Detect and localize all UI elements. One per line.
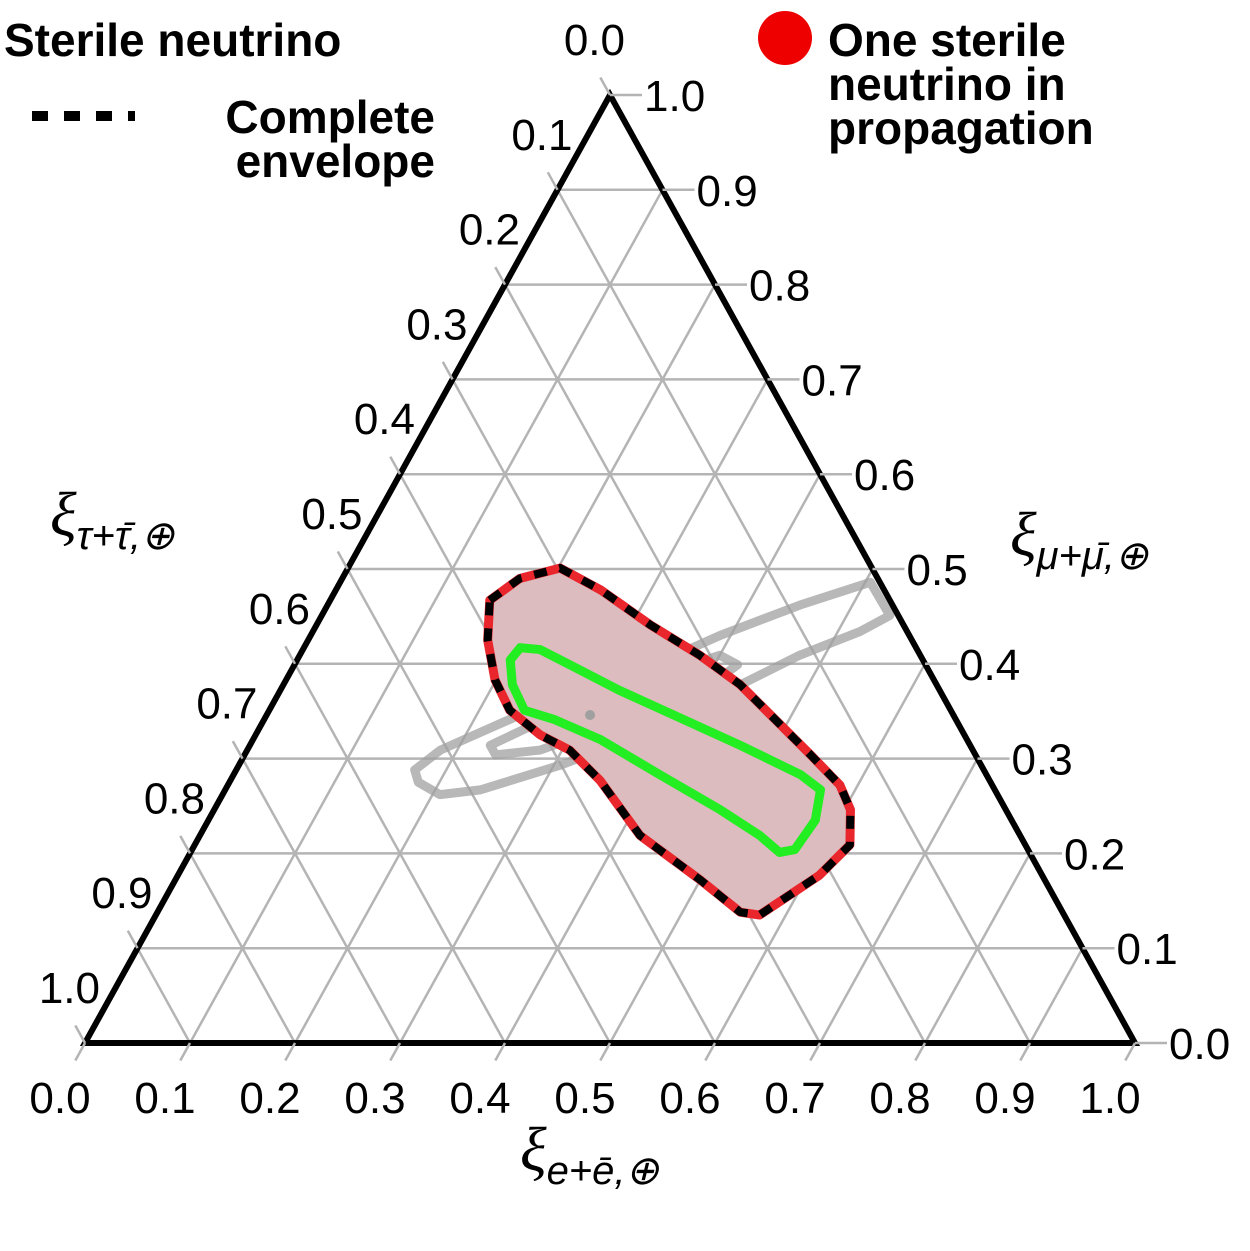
grid-line [293,663,507,1044]
tick-mark [494,1042,507,1062]
right-tick-label: 0.8 [749,262,810,311]
axis-subscript: μ+μ̄,⊕ [1036,534,1149,578]
axis-symbol: ξ [50,481,77,549]
tick-mark [74,1042,87,1062]
bottom-tick-label: 0.4 [449,1074,510,1123]
right-tick-label: 1.0 [644,72,705,121]
tick-mark [179,835,192,855]
left-tick-label: 0.3 [406,300,467,349]
left-axis-label: ξτ+τ̄,⊕ [50,481,175,558]
grid-line [398,473,717,1044]
bottom-axis-label: ξe+ē,⊕ [520,1116,660,1193]
left-tick-label: 0.1 [511,111,572,160]
tick-mark [494,266,507,286]
grid-line [556,189,1032,1044]
legend-entry: One sterile neutrino in propagation [828,14,1094,154]
right-axis-label: ξμ+μ̄,⊕ [1010,501,1149,578]
bottom-tick-label: 0.3 [344,1074,405,1123]
left-tick-label: 0.7 [196,680,257,729]
left-tick-label: 0.4 [354,395,415,444]
grid-line [241,757,402,1044]
tick-mark [809,1042,822,1062]
grid-line [346,568,612,1044]
tick-mark [74,1024,87,1044]
axis-subscript: τ+τ̄,⊕ [77,514,175,558]
grid-line [188,189,664,1044]
axis-symbol: ξ [1010,501,1037,569]
tick-mark [284,645,297,665]
tick-mark [389,1042,402,1062]
right-tick-label: 0.2 [1064,830,1125,879]
legend-entry: Complete envelope [225,91,435,187]
tick-mark [179,1042,192,1062]
left-tick-label: 0.6 [249,585,310,634]
bottom-tick-label: 0.9 [974,1074,1035,1123]
left-tick-label: 0.0 [564,16,625,65]
right-tick-label: 0.3 [1012,736,1073,785]
tick-mark [389,456,402,475]
left-tick-label: 0.5 [301,490,362,539]
left-tick-label: 0.9 [91,869,152,918]
right-tick-label: 0.1 [1117,925,1178,974]
bottom-tick-label: 0.2 [239,1074,300,1123]
tick-mark [704,1042,717,1062]
grid-line [188,852,297,1044]
right-tick-label: 0.9 [697,167,758,216]
grid-line [136,947,192,1044]
tick-mark [231,740,244,760]
bottom-tick-label: 0.7 [764,1074,825,1123]
contour [505,643,826,857]
axis-subscript: e+ē,⊕ [547,1149,660,1193]
right-tick-label: 0.5 [907,546,968,595]
tick-mark [914,1042,927,1062]
legend-dot-swatch [758,11,812,65]
contour [483,564,855,920]
bottom-tick-label: 0.1 [134,1074,195,1123]
tick-mark [1124,1042,1137,1062]
right-tick-label: 0.7 [802,356,863,405]
bottom-tick-label: 0.5 [554,1074,615,1123]
tick-mark [284,1042,297,1062]
grid-line [1028,947,1084,1044]
left-tick-label: 1.0 [39,964,100,1013]
bottom-tick-label: 0.0 [29,1074,90,1123]
right-tick-label: 0.0 [1169,1020,1230,1069]
tick-mark [546,171,559,191]
point [585,709,596,720]
tick-mark [1019,1042,1032,1062]
grid-line [818,757,979,1044]
right-tick-label: 0.4 [959,641,1020,690]
tick-mark [599,1042,612,1062]
legend-title: Sterile neutrino [4,14,342,66]
tick-mark [599,76,612,96]
tick-mark [441,361,454,381]
bottom-tick-label: 0.6 [659,1074,720,1123]
tick-mark [336,550,349,570]
left-tick-label: 0.2 [459,206,520,255]
bottom-tick-label: 0.8 [869,1074,930,1123]
right-tick-label: 0.6 [854,451,915,500]
bottom-tick-label: 1.0 [1079,1074,1140,1123]
left-tick-label: 0.8 [144,774,205,823]
axis-symbol: ξ [520,1116,547,1184]
tick-mark [126,930,139,949]
